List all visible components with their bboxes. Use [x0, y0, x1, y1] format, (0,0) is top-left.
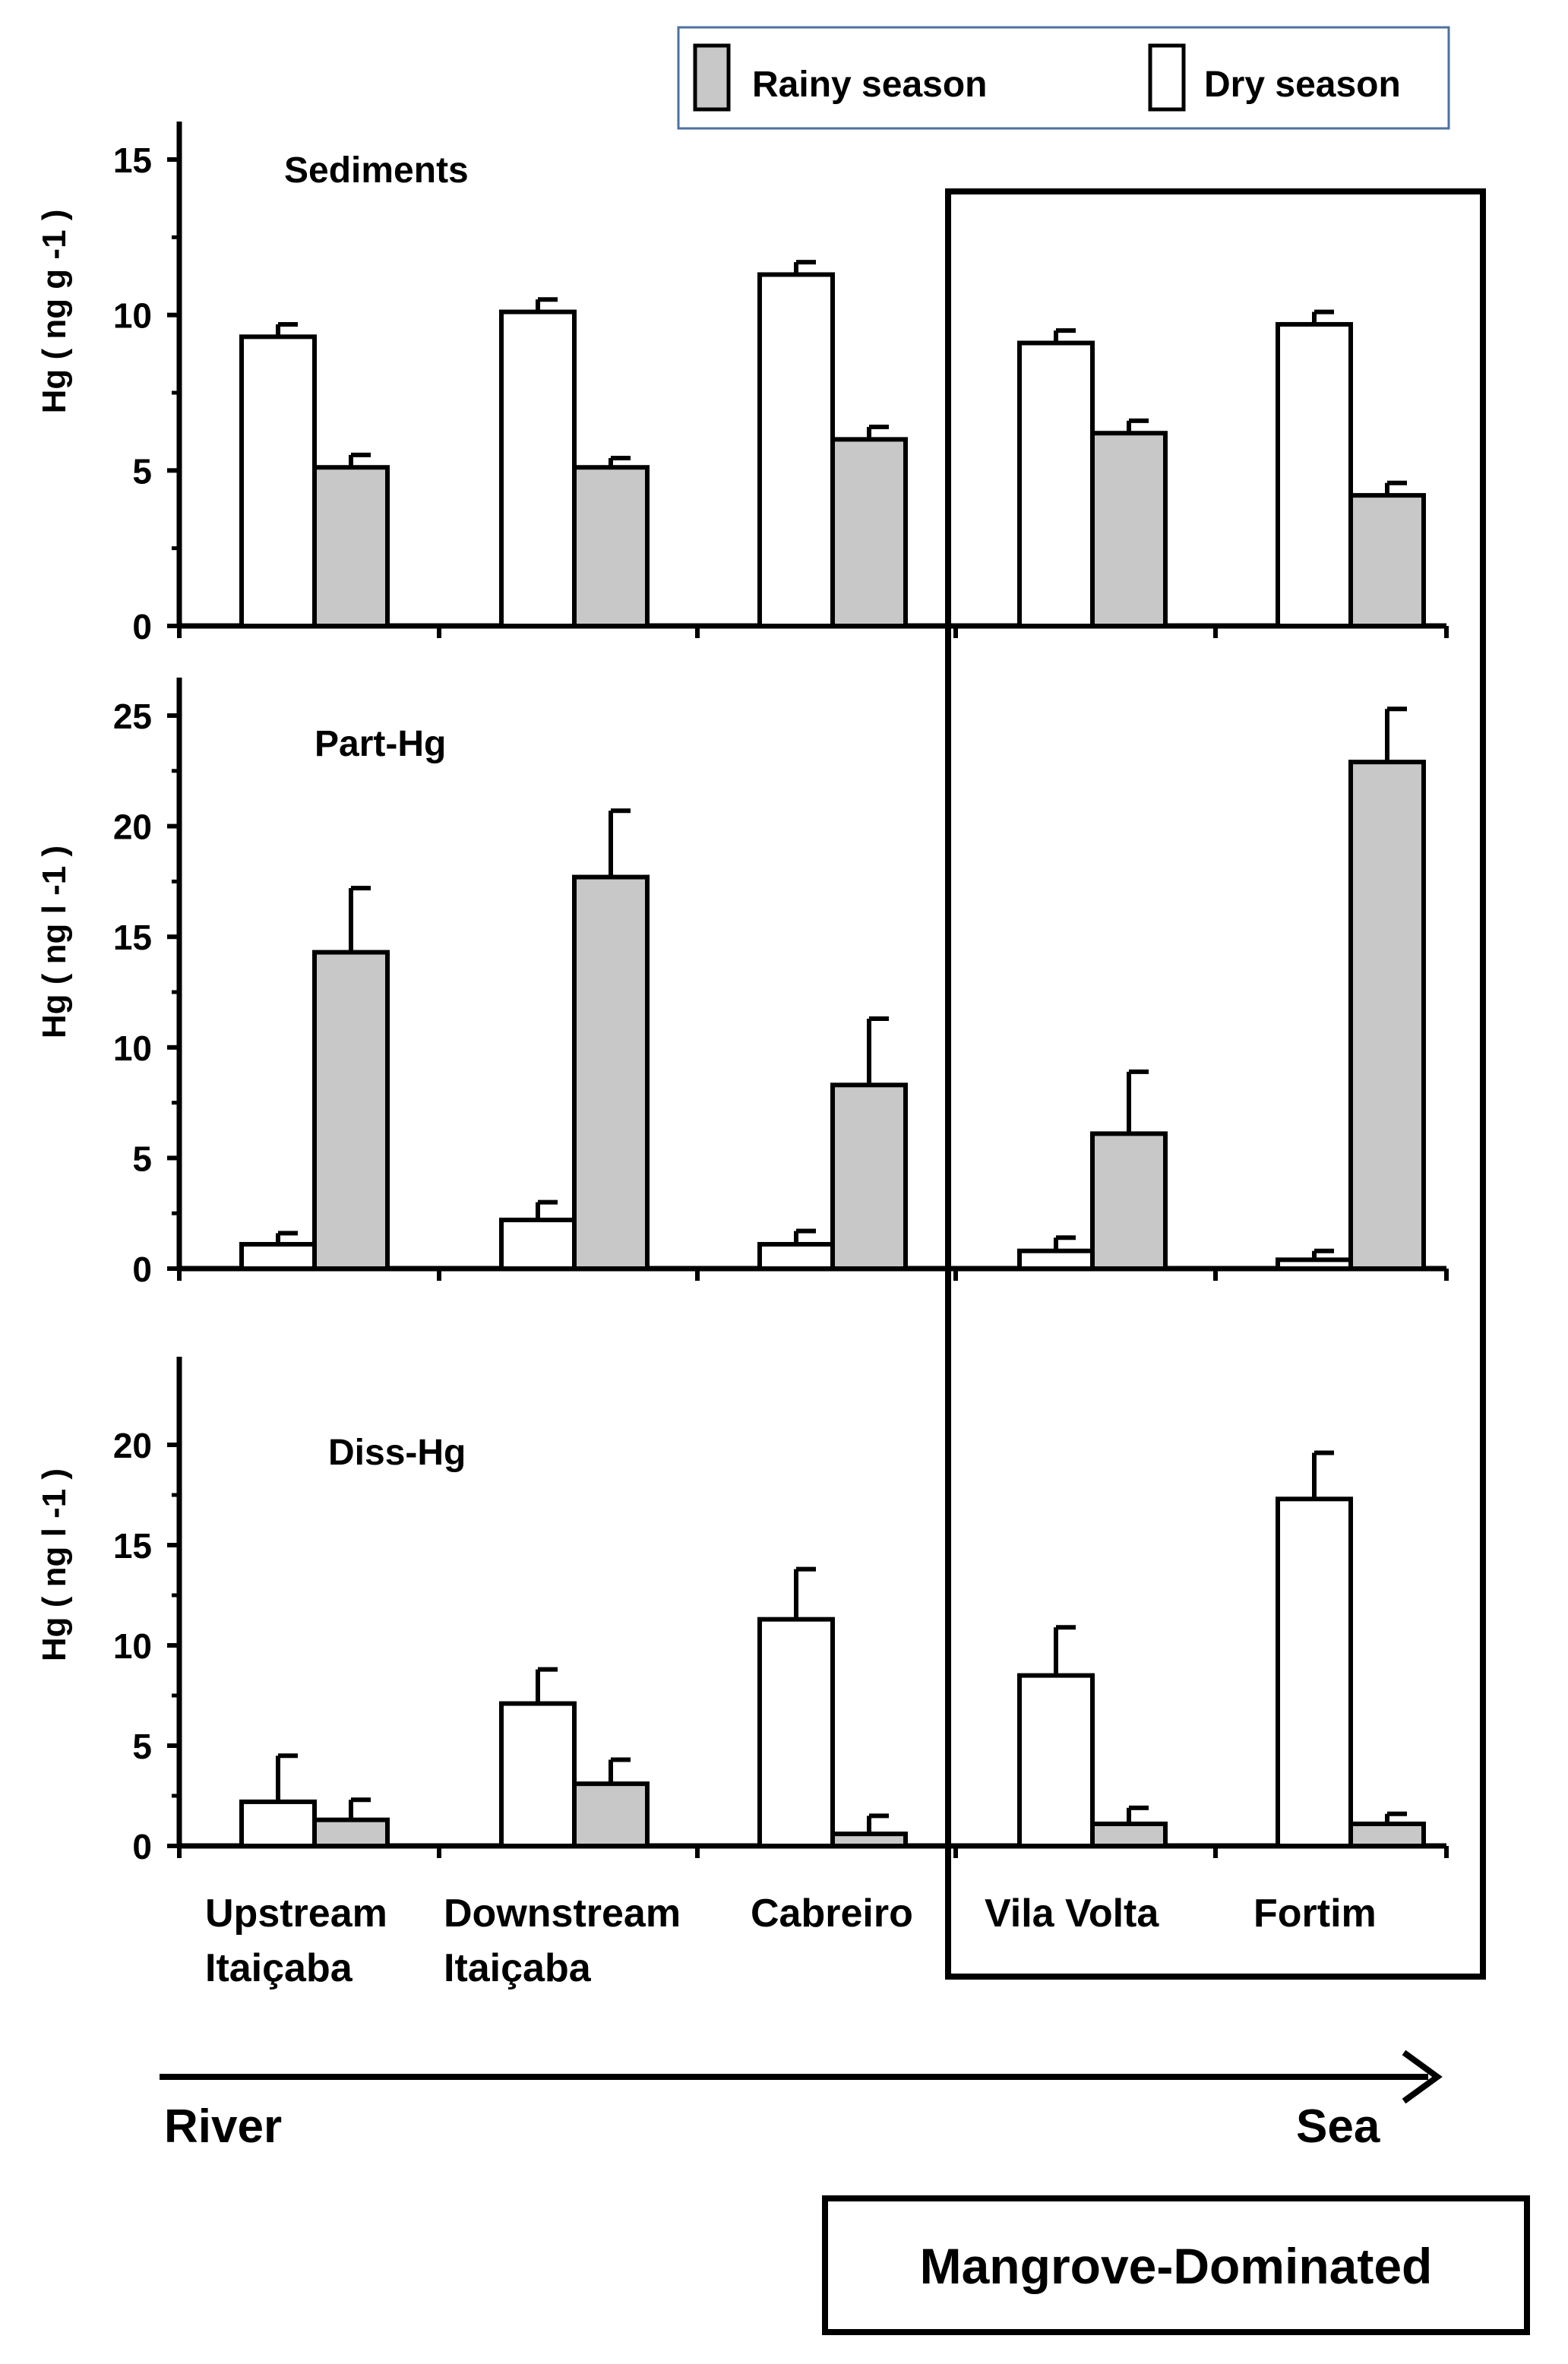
bar-dry	[1276, 1257, 1353, 1272]
legend-label-dry: Dry season	[1204, 65, 1401, 105]
bar-dry	[1276, 321, 1353, 628]
category-label: Upstream	[205, 1892, 387, 1936]
y-tick-label: 10	[113, 1626, 152, 1666]
y-tick-label: 15	[113, 1526, 152, 1566]
panel-diss-hg: 0 5 10 15 20 Diss-Hg Hg ( ng l -1 )	[36, 1357, 1449, 1866]
y-axis-label: Hg ( ng g -1 )	[36, 210, 73, 414]
bar-rainy	[830, 1831, 908, 1848]
bar-rainy	[830, 1082, 908, 1271]
bar-rainy	[1348, 760, 1426, 1271]
y-tick-label: 5	[132, 1727, 152, 1766]
bar-dry	[1017, 1673, 1095, 1849]
mangrove-region-box	[945, 188, 1486, 1980]
bar-rainy	[312, 950, 390, 1271]
panel-title: Sediments	[284, 150, 469, 191]
bar-dry	[757, 1617, 835, 1848]
bar-dry	[239, 334, 317, 628]
y-axis-label: Hg ( ng l -1 )	[36, 1468, 73, 1661]
y-tick-label: 25	[113, 697, 152, 736]
bar-rainy	[312, 465, 390, 628]
bar-dry	[757, 1241, 835, 1272]
legend-frame	[677, 26, 1450, 130]
river-sea-arrow	[160, 2050, 1443, 2104]
y-tick-label: 10	[113, 1029, 152, 1068]
y-tick-label: 20	[113, 807, 152, 847]
bar-rainy	[1348, 493, 1426, 629]
y-tick-label: 5	[132, 1139, 152, 1178]
category-label: Cabreiro	[751, 1892, 913, 1936]
legend: Rainy season Dry season	[677, 26, 1450, 130]
region-label: Mangrove-Dominated	[920, 2238, 1433, 2294]
bar-rainy	[572, 874, 650, 1272]
bar-rainy	[572, 465, 650, 628]
y-tick-label: 0	[132, 607, 152, 646]
bar-dry	[757, 272, 835, 628]
bar-dry	[1017, 340, 1095, 628]
direction-label-sea: Sea	[1296, 2100, 1380, 2153]
bar-dry	[239, 1241, 317, 1272]
region-label-box	[822, 2195, 1530, 2335]
y-axis-label: Hg ( ng l -1 )	[36, 845, 73, 1038]
category-label: Itaiçaba	[205, 1946, 353, 1990]
bar-rainy	[1090, 1821, 1168, 1848]
y-tick-label: 10	[113, 296, 152, 336]
direction-label-river: River	[164, 2100, 282, 2153]
bar-dry	[1017, 1248, 1095, 1271]
y-tick-label: 20	[113, 1426, 152, 1465]
category-label: Downstream	[444, 1892, 681, 1936]
bar-dry	[499, 1217, 577, 1272]
panel-title: Diss-Hg	[328, 1433, 466, 1473]
y-tick-label: 0	[132, 1250, 152, 1289]
bar-rainy	[830, 437, 908, 629]
bar-dry	[499, 309, 577, 628]
panel-title: Part-Hg	[315, 724, 446, 764]
legend-swatch-rainy	[693, 43, 731, 112]
category-labels: Upstream Itaiçaba Downstream Itaiçaba Cabrei…	[205, 1892, 1377, 1990]
category-label: Fortim	[1253, 1892, 1377, 1936]
y-tick-label: 15	[113, 141, 152, 180]
bar-rainy	[312, 1817, 390, 1848]
bar-dry	[1276, 1496, 1353, 1849]
category-label: Itaiçaba	[444, 1946, 592, 1990]
panel-part-hg: 0 5 10 15 20 25 Part-Hg Hg ( ng l -1 )	[36, 678, 1449, 1289]
legend-label-rainy: Rainy season	[752, 65, 987, 105]
bar-rainy	[1090, 431, 1168, 628]
panel-sediments: 0 5 10 15 Sediments Hg ( ng g -1 )	[36, 122, 1449, 646]
arrow-head	[1402, 2050, 1443, 2104]
bar-rainy	[572, 1781, 650, 1848]
bar-dry	[499, 1701, 577, 1849]
y-tick-label: 5	[132, 451, 152, 491]
y-tick-label: 15	[113, 918, 152, 957]
category-label: Vila Volta	[985, 1892, 1159, 1936]
bar-rainy	[1348, 1821, 1426, 1848]
bar-rainy	[1090, 1131, 1168, 1272]
y-tick-label: 0	[132, 1827, 152, 1866]
legend-swatch-dry	[1148, 43, 1186, 112]
bar-dry	[239, 1799, 317, 1848]
